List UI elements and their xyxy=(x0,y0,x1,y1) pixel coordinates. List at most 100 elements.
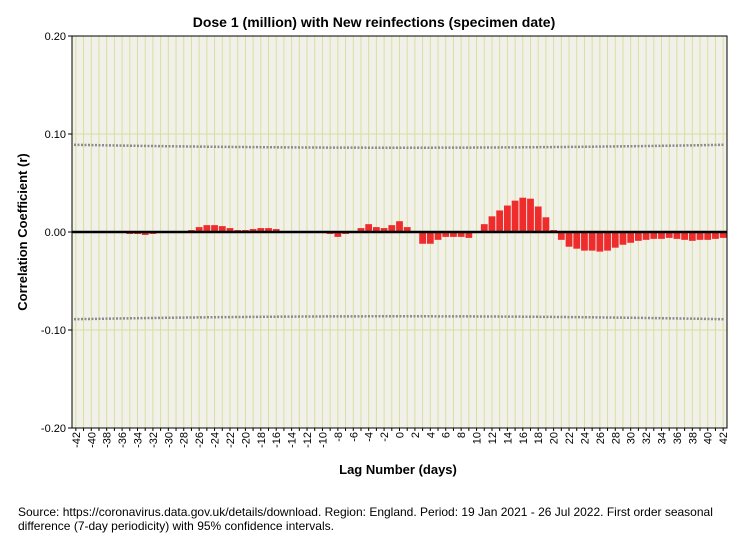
bar xyxy=(396,221,403,232)
bar xyxy=(365,224,373,232)
chart: Dose 1 (million) with New reinfections (… xyxy=(15,14,730,477)
x-tick-label: -40 xyxy=(86,432,98,448)
chart-title: Dose 1 (million) with New reinfections (… xyxy=(193,14,556,30)
bar xyxy=(557,232,565,240)
upper-confidence-line xyxy=(73,143,726,149)
x-tick-label: 26 xyxy=(595,432,607,444)
x-tick-label: -24 xyxy=(210,432,222,448)
bar xyxy=(681,232,689,240)
bar xyxy=(426,232,434,244)
bar xyxy=(203,225,211,232)
x-tick-label: 4 xyxy=(425,432,437,438)
bar xyxy=(596,232,604,252)
x-tick-label: 16 xyxy=(518,432,530,444)
bar xyxy=(372,227,380,232)
x-tick-label: 38 xyxy=(687,432,699,444)
bar xyxy=(650,232,658,239)
x-tick-label: 12 xyxy=(487,432,499,444)
x-tick-label: -4 xyxy=(364,432,376,442)
x-tick-label: 22 xyxy=(564,432,576,444)
bar xyxy=(450,232,457,237)
bar xyxy=(496,210,504,232)
x-tick-label: 30 xyxy=(626,432,638,444)
x-tick-label: 0 xyxy=(395,432,407,438)
x-tick-label: 10 xyxy=(472,432,484,444)
x-tick-label: 42 xyxy=(718,432,730,444)
bar xyxy=(380,228,388,232)
bar xyxy=(588,232,596,251)
x-tick-label: -10 xyxy=(317,432,329,448)
x-tick-label: -8 xyxy=(333,432,345,442)
x-axis-ticks: -42 -40 -38 -36 -34 -32 -30 -28 -26 -24 -22 -20 -18-… xyxy=(71,428,730,448)
confidence-interval-lines xyxy=(73,143,726,321)
bar xyxy=(619,232,627,245)
x-tick-label: -34 xyxy=(133,432,145,448)
x-tick-label: 36 xyxy=(672,432,684,444)
bar xyxy=(581,232,588,251)
x-tick-label: 2 xyxy=(410,432,422,438)
x-tick-label: 18 xyxy=(533,432,545,444)
bar xyxy=(488,216,496,232)
y-tick-label: -0.10 xyxy=(41,325,66,337)
bar xyxy=(534,206,542,232)
x-tick-label: 24 xyxy=(579,432,591,444)
bar xyxy=(627,232,635,243)
x-tick-label: 14 xyxy=(502,432,514,444)
bar xyxy=(211,225,218,232)
bar xyxy=(719,232,727,238)
bar xyxy=(226,228,234,232)
x-tick-label: -6 xyxy=(348,432,360,442)
x-tick-label: -14 xyxy=(287,432,299,448)
bar xyxy=(542,217,550,232)
bar xyxy=(573,232,581,249)
y-tick-label: 0.00 xyxy=(45,227,66,239)
bar xyxy=(265,228,272,232)
x-tick-label: 34 xyxy=(657,432,669,444)
x-tick-label: -32 xyxy=(148,432,160,448)
bar xyxy=(604,232,611,251)
bar xyxy=(465,232,473,238)
bar xyxy=(642,232,650,240)
bar xyxy=(658,232,665,239)
bar xyxy=(712,232,719,239)
bar xyxy=(503,205,511,232)
source-note: Source: https://coronavirus.data.gov.uk/… xyxy=(18,505,713,533)
x-tick-label: 32 xyxy=(641,432,653,444)
bar xyxy=(527,198,534,232)
y-tick-label: 0.10 xyxy=(45,129,66,141)
bar xyxy=(249,229,257,232)
bar xyxy=(141,232,149,235)
x-tick-label: -42 xyxy=(71,432,83,448)
bar xyxy=(388,225,396,232)
bar xyxy=(419,232,427,244)
x-tick-label: 40 xyxy=(703,432,715,444)
x-tick-label: -28 xyxy=(179,432,191,448)
lower-confidence-line xyxy=(73,315,726,321)
bar xyxy=(519,197,527,232)
y-axis-title: Correlation Coefficient (r) xyxy=(15,153,30,310)
bar xyxy=(673,232,681,239)
bar xyxy=(688,232,696,241)
bar xyxy=(511,200,519,232)
bar xyxy=(434,232,442,240)
bar xyxy=(611,232,619,248)
x-tick-label: 6 xyxy=(441,432,453,438)
bar xyxy=(334,232,342,237)
bar xyxy=(257,228,265,232)
bar xyxy=(272,229,280,232)
bar xyxy=(195,227,203,232)
y-axis-ticks: 0.20 0.10 0.00 -0.10 -0.20 xyxy=(41,31,72,435)
bar xyxy=(218,226,226,232)
x-tick-label: -12 xyxy=(302,432,314,448)
y-tick-label: 0.20 xyxy=(45,31,66,43)
x-tick-label: 8 xyxy=(456,432,468,438)
bar xyxy=(704,232,712,240)
bar xyxy=(442,232,450,237)
x-tick-label: 28 xyxy=(610,432,622,444)
x-tick-label: -26 xyxy=(194,432,206,448)
bar-series xyxy=(72,197,727,252)
bar xyxy=(480,224,488,232)
x-tick-label: 20 xyxy=(549,432,561,444)
x-tick-label: -30 xyxy=(163,432,175,448)
y-tick-label: -0.20 xyxy=(41,423,66,435)
